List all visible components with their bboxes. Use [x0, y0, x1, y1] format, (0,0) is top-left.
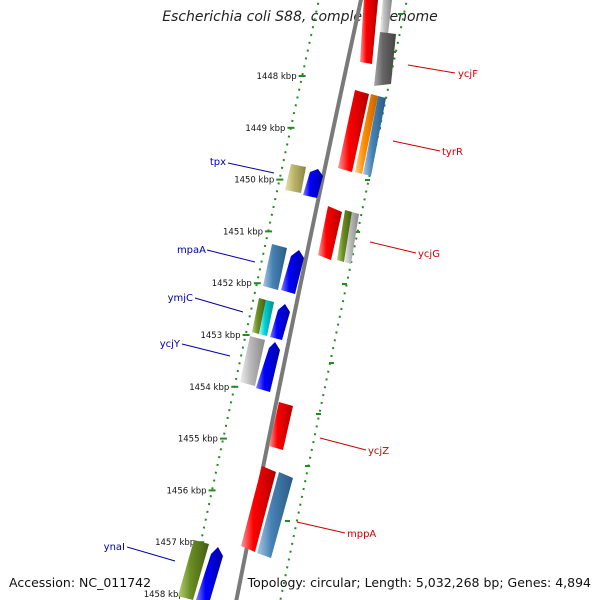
gene-block-mpaa-blue — [281, 250, 304, 294]
kbp-tick-label: 1458 kbp — [144, 590, 184, 600]
genome-summary: Topology: circular; Length: 5,032,268 bp… — [247, 575, 591, 590]
gene-block-ynai-blue — [196, 547, 223, 600]
gene-block-ynai-olive — [178, 540, 209, 600]
gene-label-ycjz: ycjZ — [368, 446, 389, 457]
gene-block-ymjc-cyan — [259, 300, 274, 336]
gene-label-ymjc: ymjC — [168, 293, 193, 304]
gene-block-tyrr-orange — [355, 94, 378, 174]
gene-block-ycjy-blue — [256, 342, 280, 392]
kbp-tick-label: 1448 kbp — [257, 72, 297, 82]
gene-label-tyrr: tyrR — [442, 147, 463, 158]
gene-label-ynai: ynaI — [104, 542, 125, 553]
gene-block-ycjg-red — [318, 206, 342, 260]
kbp-tick-label: 1455 kbp — [178, 435, 218, 445]
outer-tick-track — [279, 0, 408, 600]
right-gene-labels — [296, 64, 456, 534]
kbp-tick-label: 1450 kbp — [234, 176, 274, 186]
kbp-tick-label: 1452 kbp — [212, 279, 252, 289]
gene-label-tpx: tpx — [210, 157, 226, 168]
gene-block-tyrr-steel — [363, 96, 386, 176]
gene-block-ymjc-blue — [270, 304, 290, 340]
gene-label-ycjf: ycjF — [458, 69, 478, 80]
gene-block-ycjg-olive — [337, 210, 352, 262]
accession-label: Accession: NC_011742 — [9, 575, 152, 590]
gene-block-mppa-steel — [257, 472, 293, 558]
gene-block-mpaa-steel — [263, 244, 287, 290]
kbp-tick-label: 1453 kbp — [200, 331, 240, 341]
gene-block-ycjy-grey — [240, 336, 265, 386]
gene-label-mpaa: mpaA — [177, 245, 206, 256]
kbp-tick-label: 1454 kbp — [189, 383, 229, 393]
gene-label-ycjg: ycjG — [418, 249, 440, 260]
gene-block-ycjg-grey — [344, 212, 359, 264]
gene-block-ycjf-red — [360, 0, 378, 64]
kbp-tick-label: 1451 kbp — [223, 227, 263, 237]
gene-block-ycjz-red — [269, 402, 293, 450]
gene-block-ymjc-olive — [252, 298, 266, 334]
kbp-tick-label: 1457 kbp — [155, 538, 195, 548]
gene-blocks — [178, 0, 396, 600]
gene-label-mppa: mppA — [347, 529, 376, 540]
gene-label-ycjy: ycjY — [160, 339, 181, 350]
left-gene-labels — [126, 162, 275, 562]
gene-block-tpx-blue — [303, 169, 323, 198]
gene-block-tyrr-red — [338, 90, 369, 172]
gene-block-ycjf-dark — [374, 32, 396, 86]
gene-block-mppa-red — [241, 466, 276, 552]
gene-block-ycjf-grey — [380, 0, 392, 34]
kbp-tick-label: 1456 kbp — [167, 486, 207, 496]
kbp-tick-label: 1449 kbp — [245, 124, 285, 134]
gene-block-tpx-khaki — [285, 164, 306, 193]
kbp-scale: 1448 kbp 1449 kbp 1450 kbp 1451 kbp 1452 kbp… — [144, 72, 306, 600]
